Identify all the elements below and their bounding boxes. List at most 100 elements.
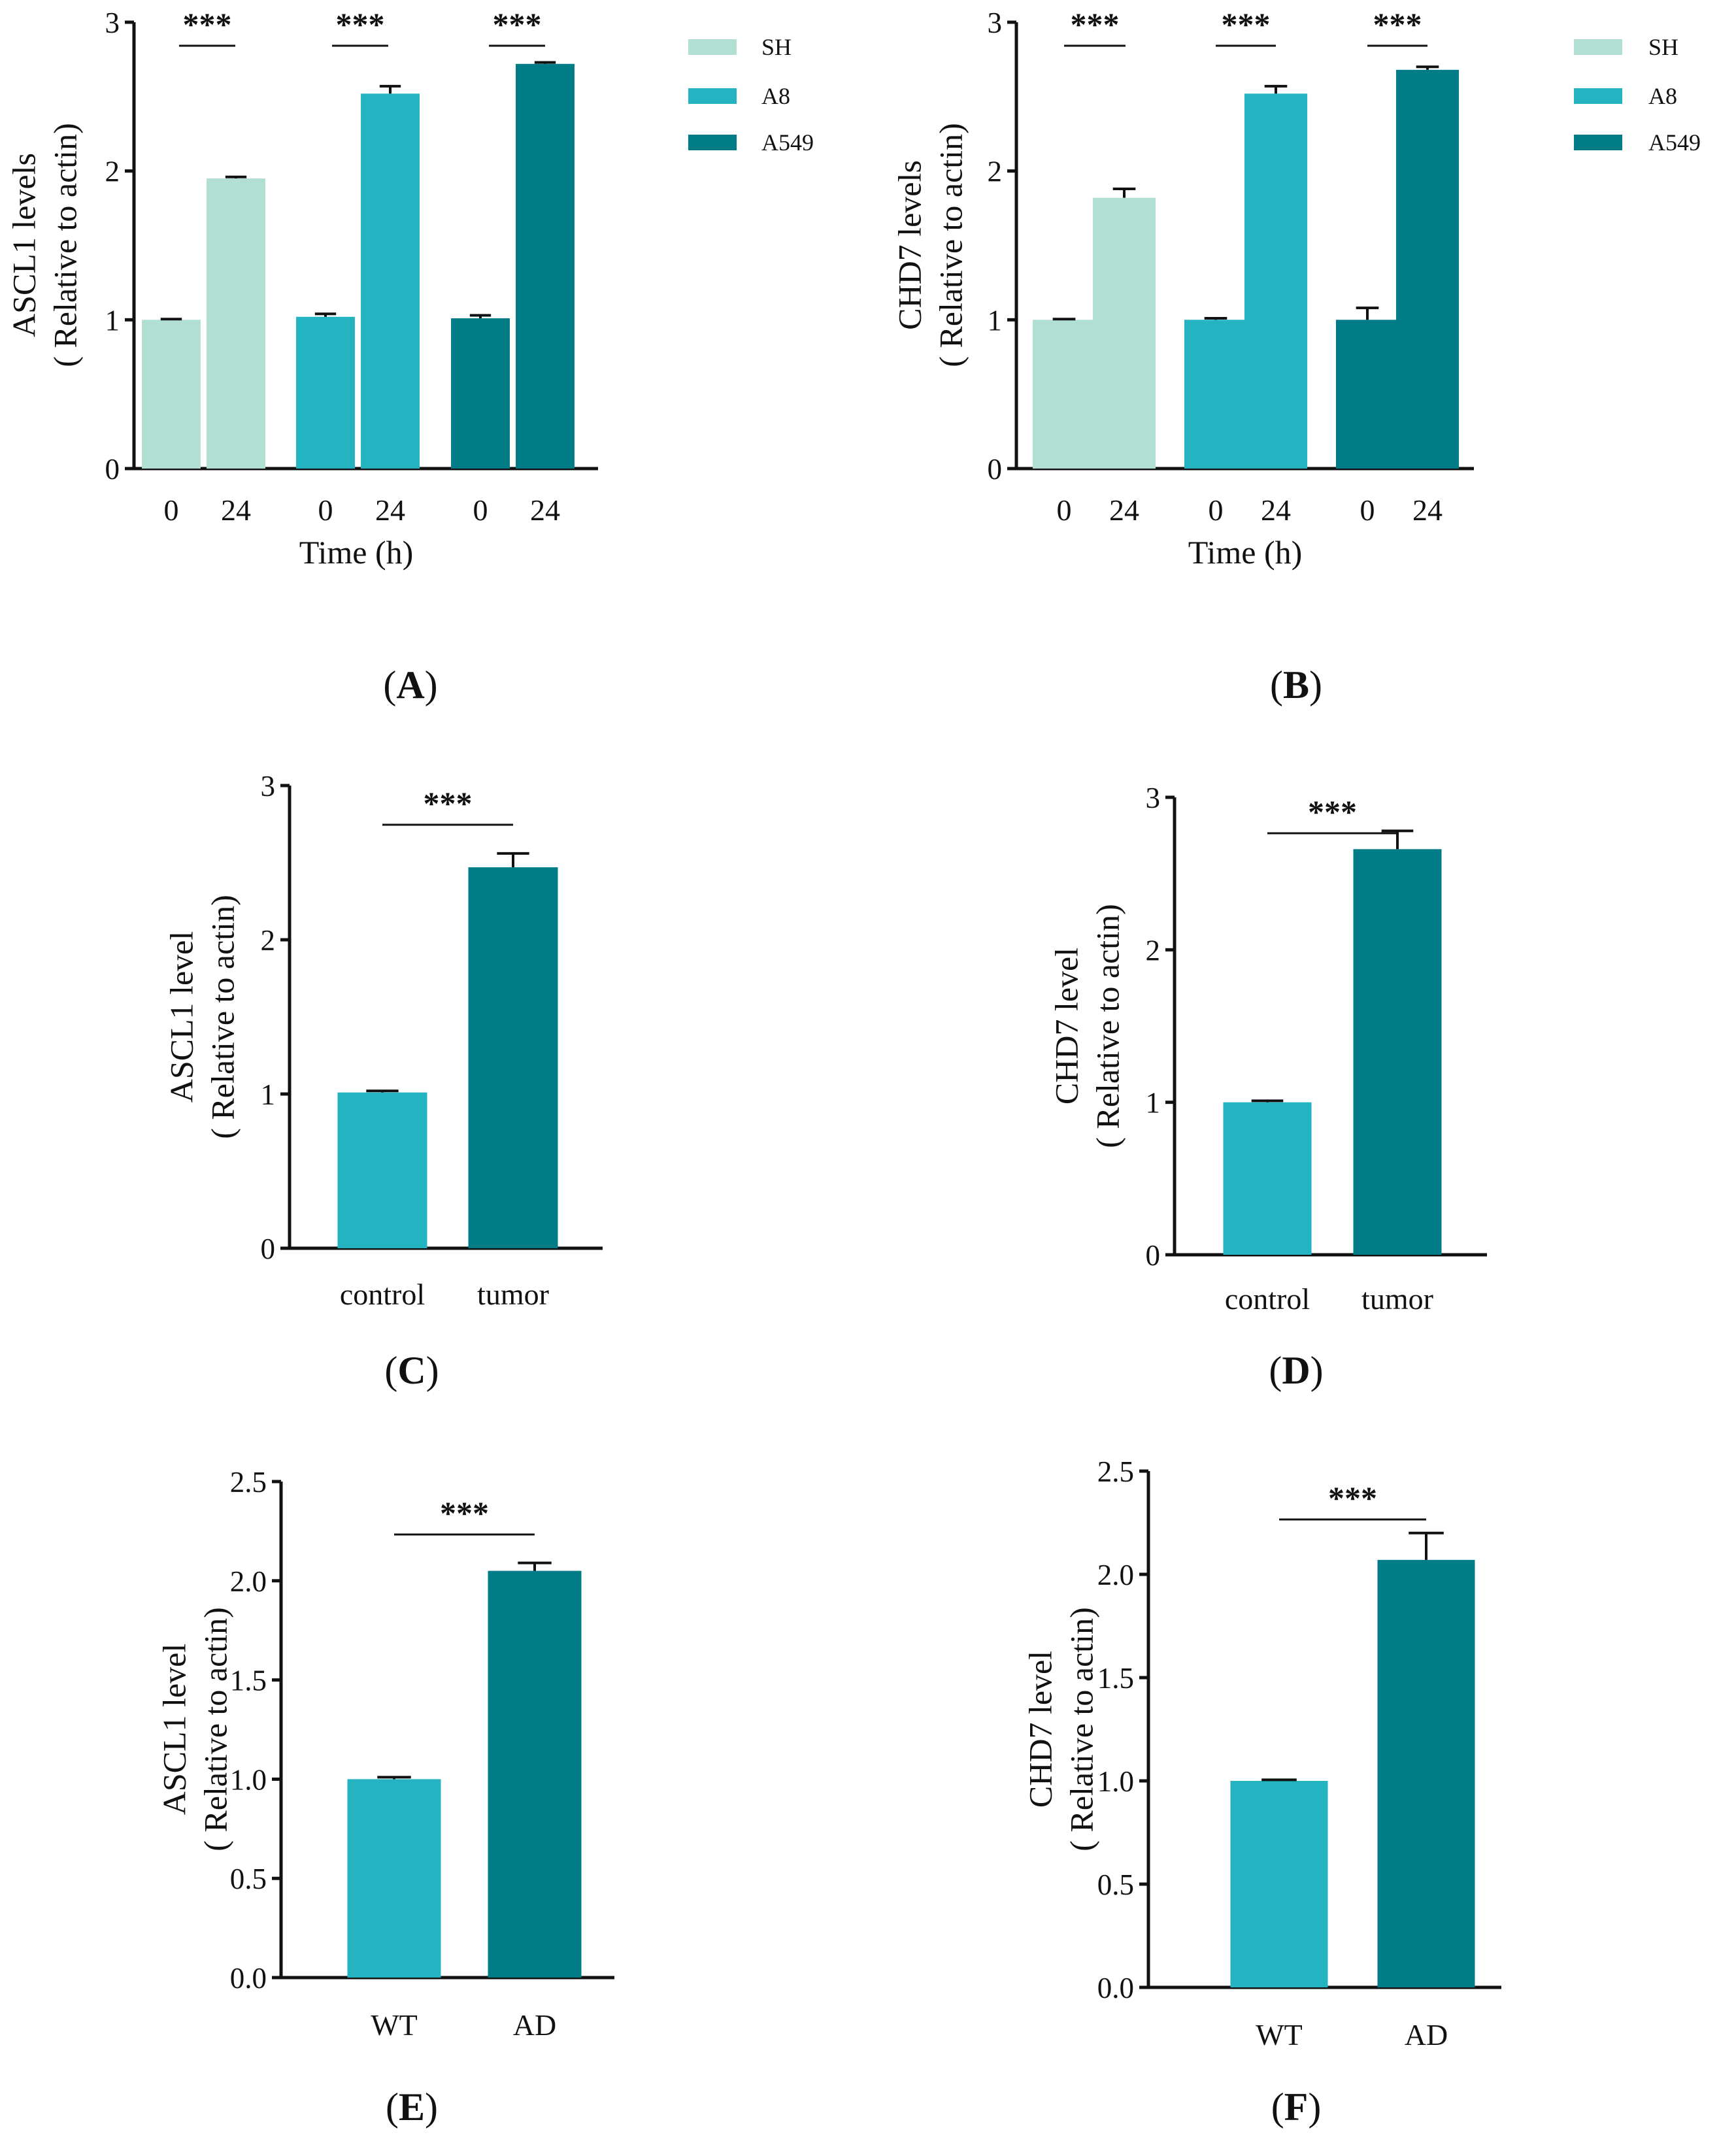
y-tick-label: 2 — [261, 924, 276, 957]
y-tick-label: 2.0 — [1097, 1559, 1134, 1591]
bar — [1377, 1559, 1475, 1987]
bar — [1184, 320, 1248, 469]
chart-panel-a: 0 1 2 3 ASCL1 levels( Relative to actin) 0 24 *… — [5, 6, 814, 706]
bar — [1092, 197, 1156, 469]
x-tick-label: 0 — [1209, 493, 1224, 527]
bar — [488, 1570, 582, 1978]
chart-panel-d: 0 1 2 3 CHD7 level( Relative to actin) contro… — [1048, 782, 1487, 1392]
bar — [1353, 849, 1442, 1255]
bar — [1223, 1102, 1312, 1255]
x-tick-label: tumor — [1361, 1282, 1433, 1316]
legend-label: SH — [761, 34, 792, 60]
y-tick-label: 1 — [261, 1078, 276, 1111]
panel-label-paren: ) — [426, 1349, 439, 1392]
y-tick-label: 0.5 — [230, 1863, 267, 1895]
bar — [1032, 320, 1096, 469]
x-tick-label: 24 — [375, 493, 405, 527]
x-tick-label: 0 — [318, 493, 333, 527]
chart-panel-b: 0 1 2 3 CHD7 levels( Relative to actin) 0 24 **… — [891, 6, 1701, 706]
panel-label-paren: ( — [386, 2085, 399, 2129]
y-axis-label: ASCL1 level — [156, 1644, 192, 1815]
panel-label-paren: ) — [1309, 663, 1322, 706]
significance-stars: *** — [1373, 6, 1422, 42]
panel-label-paren: ) — [1308, 2085, 1321, 2129]
y-tick-label: 1.0 — [230, 1763, 267, 1796]
panel-label-paren: ( — [1270, 663, 1283, 706]
y-axis-label: CHD7 levels — [891, 160, 927, 330]
legend-swatch — [1574, 135, 1622, 150]
x-tick-label: 24 — [221, 493, 251, 527]
bar — [1230, 1781, 1328, 1987]
y-tick-label: 0.0 — [1097, 1972, 1134, 2004]
y-tick-label: 3 — [988, 7, 1003, 39]
panel-label: (C) — [384, 1349, 439, 1392]
y-tick-label: 3 — [261, 770, 276, 803]
y-tick-label: 3 — [1146, 782, 1161, 814]
bar — [361, 93, 420, 469]
legend-swatch — [688, 88, 737, 104]
y-axis-label: CHD7 level — [1022, 1651, 1058, 1808]
bar — [516, 63, 575, 469]
chart-panel-c: 0 1 2 3 ASCL1 level( Relative to actin) contr… — [163, 770, 603, 1392]
panel-label-paren: ( — [1271, 2085, 1284, 2129]
panel-letter: E — [399, 2085, 425, 2129]
bar — [1395, 69, 1460, 469]
y-axis-label: CHD7 level — [1048, 948, 1084, 1104]
x-tick-label: WT — [1256, 2018, 1303, 2051]
significance-stars: *** — [1328, 1480, 1377, 1516]
x-tick-label: 24 — [1412, 493, 1443, 527]
bar — [296, 316, 355, 469]
significance-stars: *** — [493, 6, 542, 42]
x-tick-label: 0 — [1057, 493, 1072, 527]
x-tick-label: WT — [371, 2008, 418, 2042]
x-tick-label: 0 — [473, 493, 488, 527]
panel-label-paren: ( — [384, 1349, 397, 1392]
y-tick-label: 0 — [261, 1233, 276, 1265]
panel-letter: B — [1283, 663, 1309, 706]
y-tick-label: 1 — [988, 304, 1003, 337]
significance-stars: *** — [336, 6, 385, 42]
legend-label: A549 — [761, 129, 814, 156]
significance-stars: *** — [440, 1495, 489, 1531]
y-tick-label: 1 — [1146, 1087, 1161, 1119]
legend-swatch — [688, 135, 737, 150]
panel-label: (B) — [1270, 663, 1322, 706]
panel-label-paren: ) — [1310, 1349, 1324, 1392]
y-axis-label-secondary: ( Relative to actin) — [197, 1607, 233, 1851]
panel-label: (A) — [383, 663, 437, 706]
significance-stars: *** — [1308, 793, 1357, 830]
y-tick-label: 0 — [988, 453, 1003, 486]
legend-swatch — [1574, 39, 1622, 55]
x-tick-label: 24 — [530, 493, 560, 527]
panel-label-paren: ) — [425, 663, 438, 706]
panel-label: (D) — [1269, 1349, 1323, 1392]
y-axis-label-secondary: ( Relative to actin) — [1089, 904, 1126, 1148]
y-axis-label: ASCL1 levels — [5, 153, 42, 337]
y-tick-label: 0.0 — [230, 1962, 267, 1995]
significance-stars: *** — [183, 6, 232, 42]
y-tick-label: 2 — [105, 156, 120, 188]
y-tick-label: 0 — [1146, 1239, 1161, 1272]
y-axis-label-secondary: ( Relative to actin) — [46, 123, 83, 367]
significance-stars: *** — [424, 785, 473, 821]
bar — [142, 320, 201, 469]
legend-label: A8 — [761, 83, 790, 109]
x-tick-label: 0 — [164, 493, 179, 527]
bar — [468, 867, 558, 1248]
y-tick-label: 2 — [988, 156, 1003, 188]
y-tick-label: 1.5 — [230, 1665, 267, 1697]
legend-label: A8 — [1648, 83, 1677, 109]
bar — [1335, 320, 1399, 469]
legend-label: SH — [1648, 34, 1678, 60]
y-tick-label: 1 — [105, 304, 120, 337]
x-axis-label: Time (h) — [299, 534, 414, 571]
x-axis-label: Time (h) — [1188, 534, 1303, 571]
x-tick-label: control — [1225, 1282, 1310, 1316]
significance-stars: *** — [1071, 6, 1120, 42]
y-tick-label: 0.5 — [1097, 1868, 1134, 1901]
y-tick-label: 2.5 — [230, 1466, 267, 1499]
bar — [207, 178, 265, 469]
panel-letter: A — [396, 663, 424, 706]
x-tick-label: control — [340, 1278, 425, 1311]
